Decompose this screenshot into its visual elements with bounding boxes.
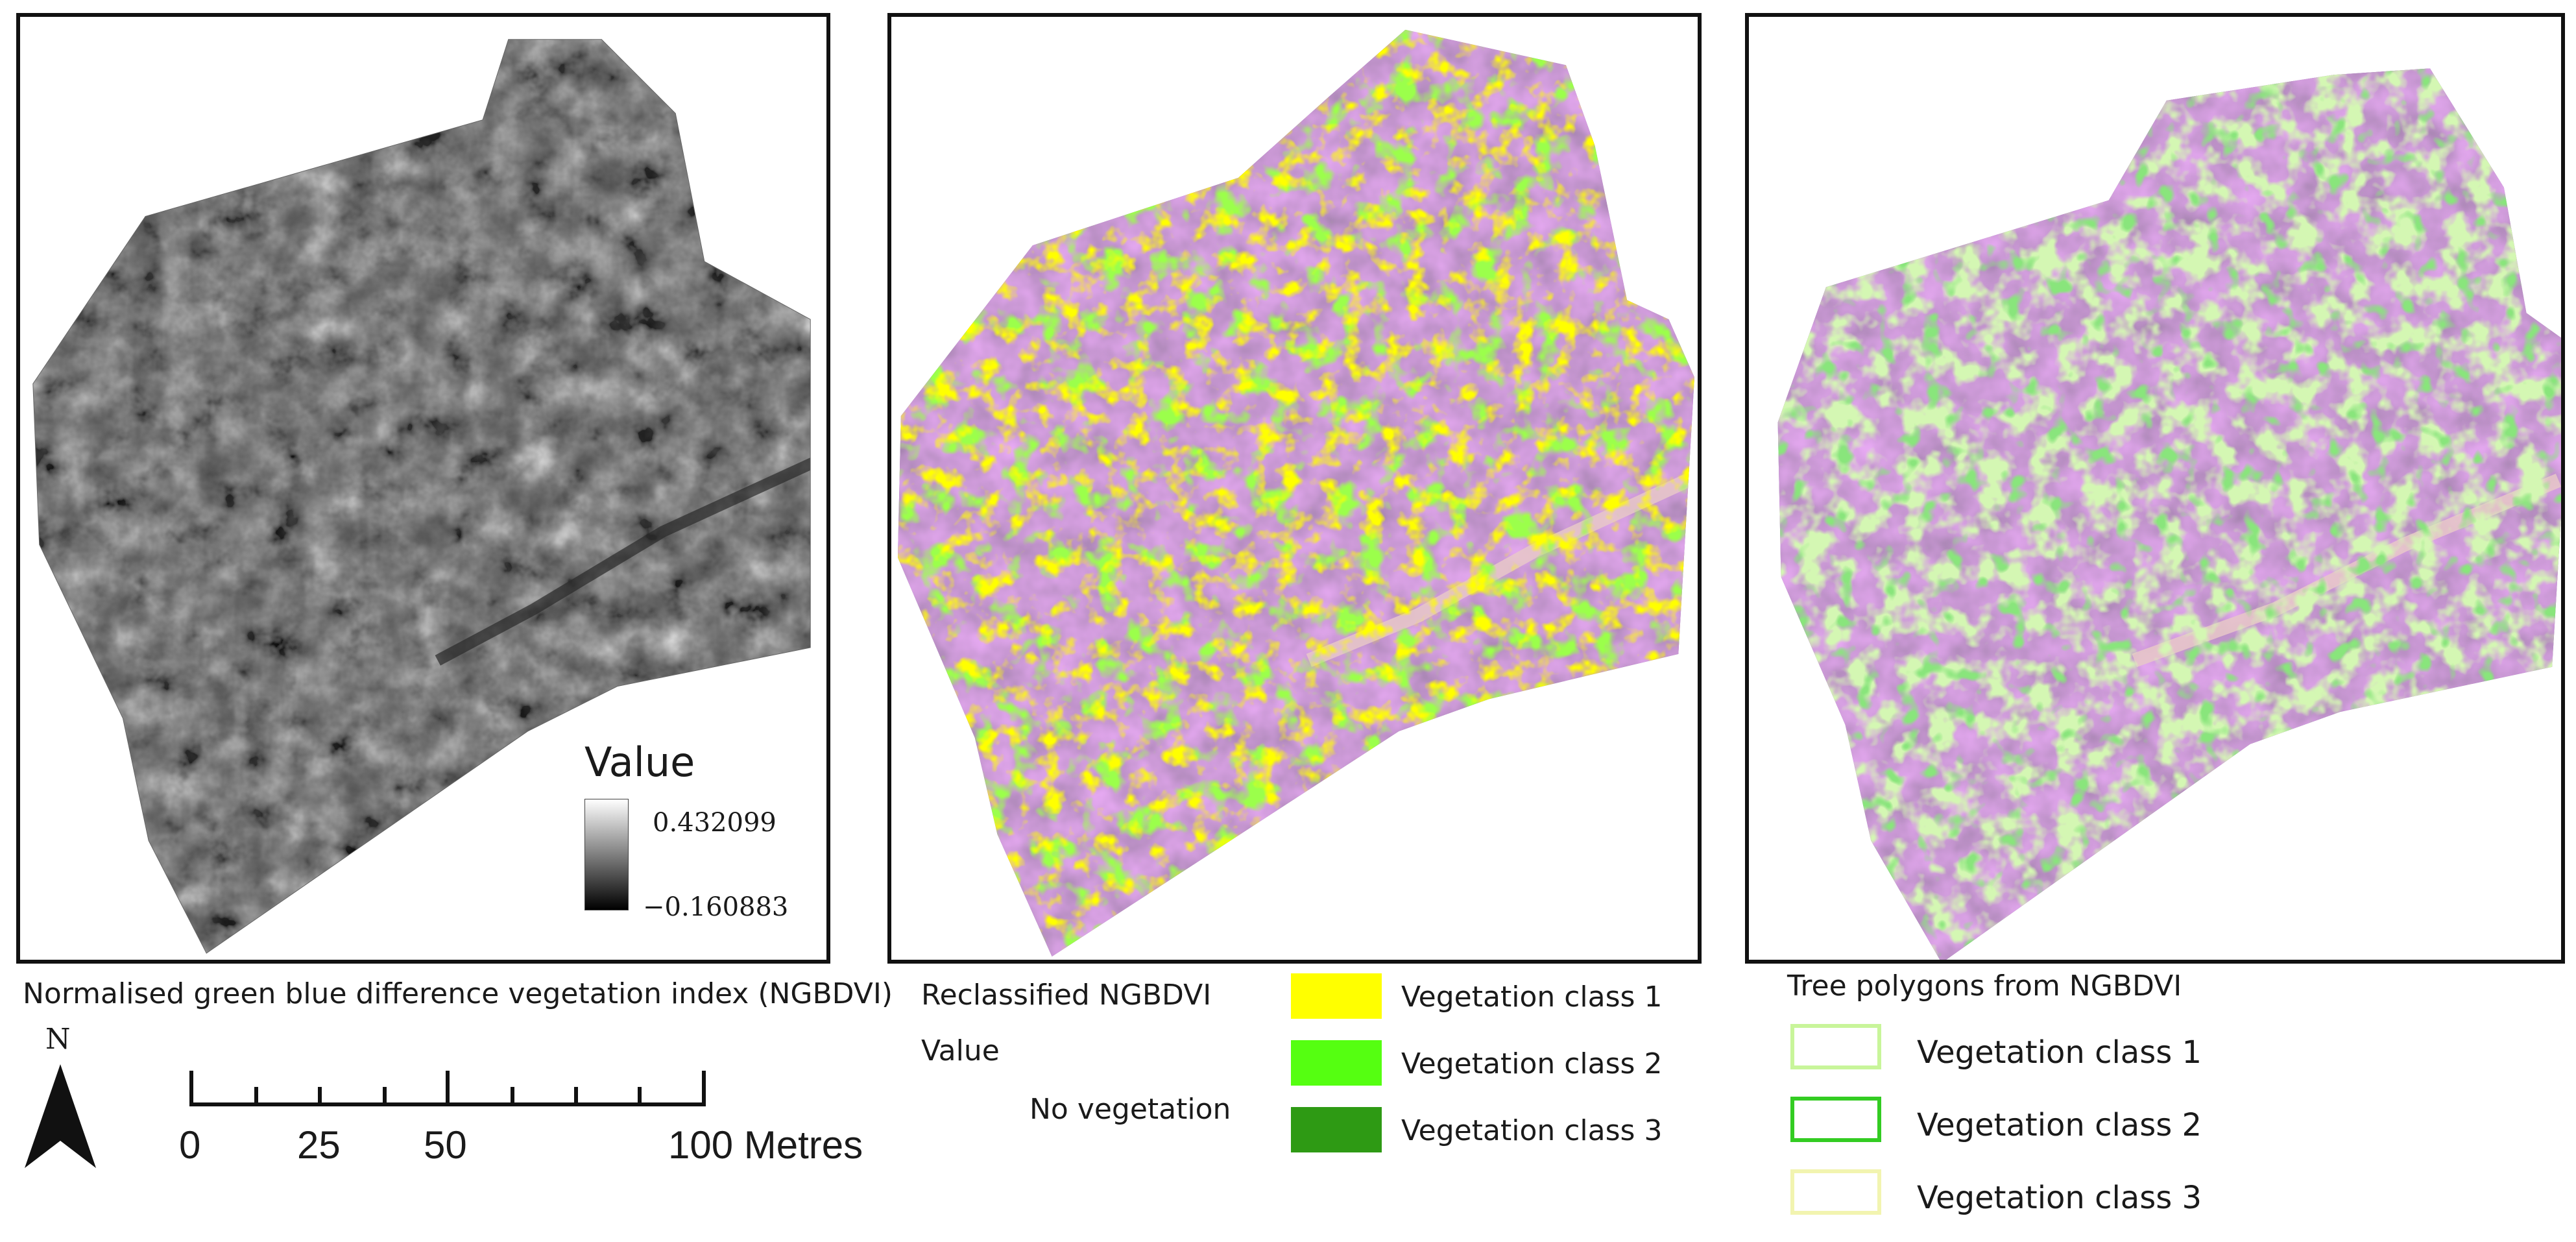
tree-polygons-raster — [1777, 68, 2561, 960]
value-legend-max: 0.432099 — [653, 808, 776, 838]
scale-bar — [189, 1071, 706, 1106]
veg-class-3-label: Vegetation class 3 — [1401, 1114, 1663, 1147]
scale-label-25: 25 — [297, 1123, 341, 1167]
reclassified-raster — [897, 29, 1695, 957]
poly-class-3-swatch — [1790, 1169, 1881, 1215]
value-gradient-ramp — [584, 799, 629, 910]
polygons-legend-title: Tree polygons from NGBDVI — [1787, 969, 2182, 1003]
veg-class-1-label: Vegetation class 1 — [1401, 980, 1663, 1014]
value-legend-min: −0.160883 — [643, 892, 789, 922]
ngbdvi-map-panel: Value 0.432099 −0.160883 — [16, 13, 830, 964]
north-arrow-letter: N — [45, 1023, 71, 1056]
no-vegetation-label: No vegetation — [1029, 1093, 1231, 1126]
ngbdvi-raster — [32, 39, 811, 954]
poly-class-1-label: Vegetation class 1 — [1917, 1034, 2202, 1071]
value-legend-title: Value — [584, 738, 695, 786]
scale-label-50: 50 — [424, 1123, 467, 1167]
scale-label-100: 100 Metres — [668, 1123, 863, 1167]
veg-class-2-swatch — [1291, 1040, 1382, 1086]
veg-class-2-label: Vegetation class 2 — [1401, 1047, 1663, 1080]
poly-class-3-label: Vegetation class 3 — [1917, 1180, 2202, 1216]
veg-class-3-swatch — [1291, 1107, 1382, 1152]
poly-class-2-swatch — [1790, 1097, 1881, 1142]
scale-label-0: 0 — [179, 1123, 201, 1167]
ngbdvi-caption: Normalised green blue difference vegetat… — [23, 977, 893, 1010]
tree-polygons-map-panel — [1745, 13, 2565, 964]
poly-class-1-swatch — [1790, 1024, 1881, 1069]
reclassified-legend-title: Reclassified NGBDVI — [921, 979, 1212, 1012]
veg-class-1-swatch — [1291, 973, 1382, 1019]
reclassified-value-label: Value — [921, 1034, 1000, 1067]
reclassified-map-panel — [887, 13, 1702, 964]
poly-class-2-label: Vegetation class 2 — [1917, 1107, 2202, 1143]
north-arrow-icon — [25, 1064, 96, 1168]
